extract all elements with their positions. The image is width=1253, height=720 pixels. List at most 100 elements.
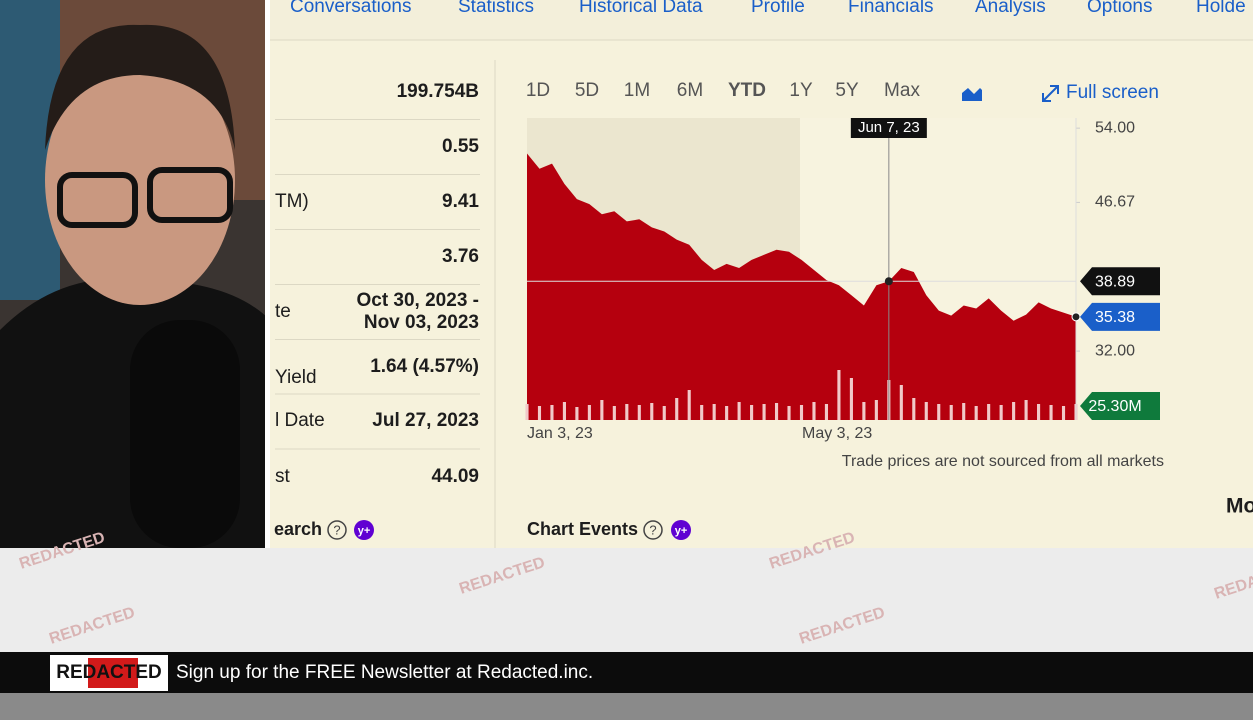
stat-label: te — [275, 301, 291, 322]
volume-bar — [600, 400, 604, 420]
research-heading: earch — [274, 519, 322, 539]
stat-value: 1.64 (4.57%) — [370, 356, 479, 377]
nav-bar — [268, 0, 1253, 40]
last-volume-box — [1080, 392, 1160, 420]
volume-bar — [712, 404, 716, 420]
footnote: Trade prices are not sourced from all ma… — [842, 453, 1164, 470]
hover-price-box — [1080, 267, 1160, 296]
volume-bar — [849, 378, 853, 420]
chart-type-icon[interactable] — [962, 88, 982, 101]
hover-price: 38.89 — [1095, 273, 1135, 290]
nav-tab[interactable]: Options — [1087, 0, 1152, 17]
range-button[interactable]: 5D — [575, 80, 599, 101]
range-button[interactable]: 1M — [624, 80, 650, 101]
person-hair — [45, 24, 235, 150]
y-tick-label: 32.00 — [1095, 342, 1135, 359]
stat-value: 3.76 — [442, 246, 479, 267]
volume-bar — [537, 406, 542, 420]
volume-bar — [962, 403, 966, 420]
plus-badge[interactable]: y+ — [358, 525, 371, 537]
volume-bar — [550, 405, 554, 420]
nav-tab[interactable]: Historical Data — [579, 0, 703, 17]
help-icon-ring[interactable] — [643, 520, 663, 540]
price-area — [527, 153, 1076, 420]
full-screen-button[interactable]: Full screen — [1066, 82, 1159, 103]
last-volume: 25.30M — [1088, 398, 1141, 415]
volume-bar — [799, 405, 804, 420]
stat-value: Jul 27, 2023 — [372, 410, 479, 431]
range-button[interactable]: Max — [884, 80, 920, 101]
volume-bar — [1037, 404, 1041, 420]
volume-bar — [737, 402, 741, 420]
help-icon[interactable]: ? — [333, 522, 340, 537]
plus-badge-circle[interactable] — [354, 520, 374, 540]
stat-value: 44.09 — [431, 466, 479, 487]
stat-label: TM) — [275, 191, 309, 212]
nav-tab[interactable]: Statistics — [458, 0, 534, 17]
y-tick-label: 46.67 — [1095, 194, 1135, 211]
last-price: 35.38 — [1095, 309, 1135, 326]
volume-bar — [612, 406, 616, 420]
volume-bar — [937, 404, 941, 420]
volume-bar — [687, 390, 691, 420]
volume-bar — [812, 402, 816, 420]
volume-bar — [762, 404, 766, 420]
stat-value: 9.41 — [442, 191, 479, 212]
microphone — [130, 320, 240, 548]
stat-value: 0.55 — [442, 136, 479, 157]
banner — [0, 652, 1253, 693]
volume-bar — [862, 402, 866, 420]
help-icon[interactable]: ? — [649, 522, 656, 537]
volume-bar — [974, 406, 978, 420]
nav-tab[interactable]: Holde — [1196, 0, 1246, 17]
y-tick-label: 54.00 — [1095, 119, 1135, 136]
plus-badge-circle[interactable] — [671, 520, 691, 540]
volume-bar — [675, 398, 679, 420]
bottom-strip — [0, 693, 1253, 720]
volume-bar — [899, 385, 903, 420]
nav-tab[interactable]: Conversations — [290, 0, 411, 17]
help-icon-ring[interactable] — [327, 520, 347, 540]
volume-bar — [700, 405, 704, 420]
volume-bar — [1049, 405, 1053, 420]
volume-bar — [625, 404, 629, 420]
stat-value: 199.754B — [397, 81, 479, 102]
watermark-area — [0, 548, 1253, 652]
volume-bar — [637, 405, 641, 420]
crosshair-dot — [884, 277, 893, 286]
volume-bar — [1024, 400, 1028, 420]
plus-badge[interactable]: y+ — [675, 525, 688, 537]
nav-tab[interactable]: Analysis — [975, 0, 1046, 17]
webcam-border — [265, 0, 270, 548]
glasses — [57, 172, 138, 228]
volume-bar — [924, 402, 928, 420]
nav-tab[interactable]: Financials — [848, 0, 934, 17]
volume-bar — [787, 406, 791, 420]
range-button[interactable]: 1Y — [789, 80, 813, 101]
volume-bar — [1061, 406, 1066, 420]
person-face — [45, 55, 235, 305]
last-price-dot — [1071, 312, 1081, 322]
range-button[interactable]: 5Y — [835, 80, 859, 101]
range-button[interactable]: 1D — [526, 80, 550, 101]
hover-date: Jun 7, 23 — [858, 119, 920, 136]
x-tick-label: May 3, 23 — [802, 425, 872, 442]
range-button[interactable]: 6M — [677, 80, 703, 101]
last-price-box — [1080, 302, 1160, 331]
volume-bar — [874, 400, 878, 420]
volume-bar — [650, 403, 654, 420]
volume-bar — [912, 398, 916, 420]
hover-date-box — [850, 118, 927, 138]
stat-value: Oct 30, 2023 - — [356, 290, 479, 311]
volume-bar — [587, 405, 591, 420]
volume-bar — [662, 406, 666, 420]
range-button[interactable]: YTD — [728, 80, 766, 101]
volume-bar — [525, 404, 529, 420]
volume-bar — [987, 404, 991, 420]
nav-tab[interactable]: Profile — [751, 0, 805, 17]
x-tick-label: Jan 3, 23 — [527, 425, 593, 442]
full-screen-icon[interactable] — [1042, 85, 1059, 102]
volume-bar — [824, 404, 829, 420]
volume-bar — [562, 402, 566, 420]
